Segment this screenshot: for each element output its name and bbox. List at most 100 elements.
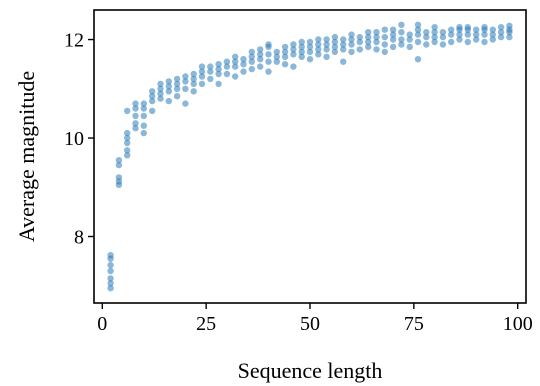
data-point: [140, 100, 147, 107]
data-point: [331, 43, 339, 51]
data-point: [389, 26, 397, 33]
x-tick-label: 75: [404, 313, 424, 335]
data-point: [331, 48, 339, 56]
data-point: [240, 68, 247, 75]
data-point: [365, 43, 372, 51]
data-point: [290, 63, 297, 70]
data-point: [306, 43, 314, 51]
data-point: [124, 152, 131, 159]
data-point: [348, 31, 355, 38]
data-point: [389, 36, 397, 43]
data-point: [248, 65, 255, 73]
data-point: [132, 125, 139, 132]
data-point: [439, 33, 447, 41]
data-point: [414, 38, 422, 46]
data-point: [464, 38, 471, 46]
data-point: [356, 46, 363, 53]
data-point: [240, 60, 247, 68]
data-point: [265, 41, 272, 48]
data-point: [140, 129, 147, 137]
data-point: [124, 107, 131, 115]
data-point: [257, 46, 264, 53]
data-point: [240, 56, 247, 63]
data-point: [182, 78, 189, 85]
data-point: [497, 33, 505, 41]
data-point: [414, 31, 422, 38]
data-point: [115, 161, 123, 169]
data-point: [473, 36, 480, 43]
data-point: [323, 41, 330, 48]
data-point: [365, 29, 372, 36]
data-point: [190, 88, 197, 95]
data-point: [340, 41, 347, 48]
data-point: [273, 58, 280, 65]
data-point: [223, 58, 231, 65]
data-point: [107, 252, 114, 259]
data-point: [481, 24, 488, 31]
data-points: [107, 21, 513, 292]
data-point: [281, 43, 289, 51]
data-point: [340, 36, 347, 43]
data-point: [107, 275, 114, 282]
data-point: [281, 48, 289, 56]
data-point: [281, 53, 289, 60]
data-point: [140, 105, 147, 112]
data-point: [406, 36, 413, 43]
data-point: [489, 26, 496, 33]
data-point: [373, 29, 380, 36]
data-point: [331, 38, 339, 46]
data-point: [273, 53, 280, 60]
data-point: [157, 90, 164, 97]
data-point: [157, 80, 164, 88]
data-point: [173, 75, 181, 83]
x-tick-label: 25: [196, 313, 216, 335]
data-point: [356, 38, 363, 46]
data-point: [414, 56, 422, 63]
data-point: [315, 51, 322, 58]
data-point: [315, 36, 322, 43]
data-point: [198, 63, 206, 70]
data-point: [215, 60, 222, 68]
data-point: [489, 31, 496, 38]
data-point: [232, 63, 239, 70]
data-point: [439, 41, 447, 48]
data-point: [481, 38, 488, 46]
data-point: [124, 134, 131, 142]
data-point: [298, 48, 305, 56]
data-point: [448, 26, 455, 33]
data-point: [481, 31, 488, 38]
data-point: [290, 46, 297, 53]
data-point: [232, 53, 239, 60]
x-tick-label: 50: [300, 313, 320, 335]
data-point: [149, 97, 156, 105]
data-point: [290, 41, 297, 48]
data-point: [506, 33, 513, 41]
data-point: [406, 31, 413, 38]
data-point: [323, 36, 330, 43]
data-point: [265, 68, 272, 75]
data-point: [107, 261, 114, 269]
data-point: [381, 33, 388, 41]
data-point: [381, 48, 388, 56]
data-point: [215, 65, 222, 73]
data-point: [398, 36, 405, 43]
data-point: [373, 38, 380, 46]
data-point: [356, 33, 363, 41]
data-point: [306, 48, 314, 56]
data-point: [448, 31, 455, 38]
x-tick-label: 100: [503, 313, 533, 335]
data-point: [315, 41, 322, 48]
data-point: [107, 285, 114, 292]
data-point: [140, 122, 147, 129]
y-tick-label: 12: [64, 30, 84, 52]
y-tick-label: 10: [64, 128, 84, 150]
data-point: [381, 41, 388, 48]
data-point: [348, 36, 355, 43]
data-point: [323, 53, 330, 60]
data-point: [173, 85, 181, 93]
data-point: [149, 93, 156, 100]
data-point: [373, 33, 380, 41]
data-point: [115, 157, 123, 164]
x-tick-label: 0: [97, 313, 107, 335]
